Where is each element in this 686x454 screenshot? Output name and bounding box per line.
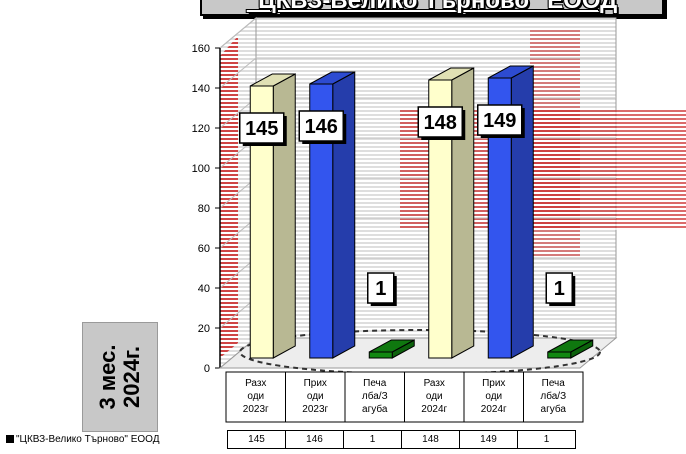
- x-category-text: оди: [426, 391, 443, 402]
- x-category-text: Разх: [245, 378, 266, 389]
- legend-entry: "ЦКВЗ-Велико Търново" ЕООД: [4, 430, 228, 449]
- value-label-text: 1: [375, 278, 386, 300]
- y-tick-label: 80: [198, 203, 210, 215]
- x-category-text: оди: [485, 391, 502, 402]
- y-tick-label: 160: [192, 43, 210, 55]
- gridline: [219, 17, 257, 49]
- x-category-cell: [285, 371, 346, 423]
- gridline: [219, 57, 257, 89]
- x-category-text: оди: [307, 391, 324, 402]
- bar: [368, 339, 415, 359]
- value-label: 149: [477, 104, 525, 138]
- x-category-text: Прих: [304, 378, 327, 389]
- period-label-line-2: 2024г.: [119, 345, 144, 409]
- bar-front: [428, 79, 453, 359]
- y-tick-label: 120: [192, 123, 210, 135]
- x-category-label: Разх оди 2024г: [404, 371, 465, 423]
- x-category-text: 2023г: [302, 404, 328, 415]
- table-cell: 149: [459, 430, 518, 449]
- bar-front: [309, 83, 334, 359]
- bar-front: [547, 351, 572, 359]
- y-tick-label: 60: [198, 243, 210, 255]
- value-label-box: [298, 110, 344, 142]
- x-category-cell: [463, 371, 524, 423]
- x-category-label: Разх оди 2023г: [225, 371, 286, 423]
- bar-front: [249, 85, 274, 359]
- y-axis: 0 20 40 60 80 100 120 140 160: [192, 43, 221, 375]
- wall-decoration: [220, 36, 238, 358]
- value-label-text: 148: [424, 112, 457, 134]
- chart-bars: [249, 65, 594, 359]
- y-tick-label: 100: [192, 163, 210, 175]
- x-category-cell: [344, 371, 405, 423]
- bar-front: [368, 351, 393, 359]
- value-label: 145: [239, 112, 287, 146]
- value-label: 146: [298, 110, 347, 144]
- table-cell: 145: [227, 430, 286, 449]
- x-category-text: агуба: [541, 403, 567, 415]
- table-cell: 148: [401, 430, 460, 449]
- chart-title: "ЦКВЗ-Велико Търново" ЕООД: [246, 0, 618, 14]
- value-label-text: 146: [305, 116, 338, 138]
- bar: [487, 65, 534, 359]
- legend-label: "ЦКВЗ-Велико Търново" ЕООД: [16, 434, 160, 445]
- x-category-text: Прих: [482, 378, 505, 389]
- x-category-text: 2023г: [243, 404, 269, 415]
- period-label-line-1: 3 мес.: [95, 344, 120, 410]
- x-category-text: лба/З: [362, 390, 388, 402]
- table-cell: 1: [517, 430, 576, 449]
- y-tick-label: 140: [192, 83, 210, 95]
- value-label-box: [477, 104, 523, 136]
- wall-decoration: [530, 28, 580, 258]
- value-label-text: 1: [554, 278, 565, 300]
- x-category-cell: [225, 371, 286, 423]
- value-label-text: 145: [245, 118, 278, 140]
- y-tick-label: 40: [198, 283, 210, 295]
- x-category-text: лба/З: [540, 390, 566, 402]
- bar: [428, 67, 475, 359]
- value-label: 1: [545, 272, 576, 306]
- x-category-text: Разх: [424, 378, 445, 389]
- value-label-box: [367, 272, 395, 304]
- legend-key-icon: [6, 435, 14, 444]
- x-category-text: Печа: [542, 378, 566, 389]
- chart-title-box: "ЦКВЗ-Велико Търново" ЕООД: [200, 0, 664, 16]
- x-category-cell: [523, 371, 584, 423]
- data-table: "ЦКВЗ-Велико Търново" ЕООД 145 146 1 148…: [4, 430, 576, 449]
- period-label-box: 3 мес. 2024г.: [82, 322, 158, 432]
- x-category-label: Прих оди 2023г: [285, 371, 346, 423]
- x-category-label: Прих оди 2024г: [463, 371, 524, 423]
- table-row: "ЦКВЗ-Велико Търново" ЕООД 145 146 1 148…: [4, 430, 576, 449]
- x-category-cell: [404, 371, 465, 423]
- value-label-box: [239, 112, 285, 144]
- value-label-box: [417, 106, 463, 138]
- bar: [547, 339, 594, 359]
- y-tick-label: 0: [204, 363, 210, 375]
- x-axis-categories: Разходи2023гПриходи2023гПечалба/ЗагубаРа…: [225, 371, 584, 423]
- bar-front: [487, 77, 512, 359]
- table-cell: 146: [285, 430, 344, 449]
- value-labels: 145 146 1 148 149 1: [239, 104, 576, 306]
- x-category-text: оди: [247, 391, 264, 402]
- value-label: 1: [367, 272, 397, 306]
- value-label: 148: [417, 106, 466, 140]
- x-category-text: Печа: [363, 378, 387, 389]
- x-category-text: 2024г: [421, 404, 447, 415]
- x-category-text: 2024г: [481, 404, 507, 415]
- value-label-box: [545, 272, 573, 304]
- period-label: 3 мес. 2024г.: [95, 344, 144, 410]
- y-tick-label: 20: [198, 323, 210, 335]
- value-label-text: 149: [483, 110, 516, 132]
- table-cell: 1: [343, 430, 402, 449]
- x-category-text: агуба: [362, 403, 388, 415]
